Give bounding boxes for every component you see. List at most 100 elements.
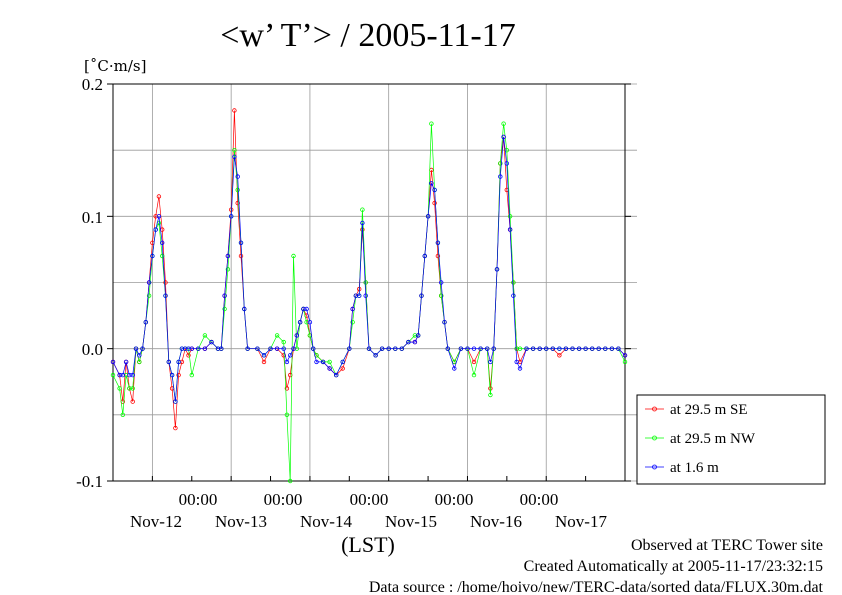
data-point: [616, 346, 621, 351]
data-point: [458, 346, 464, 351]
data-point: [301, 306, 306, 312]
data-point: [507, 214, 513, 219]
data-point: [491, 346, 496, 351]
x-time-tick-label: 00:00: [520, 490, 559, 509]
data-point: [245, 346, 250, 351]
data-point: [232, 108, 237, 113]
data-point: [140, 346, 145, 351]
data-point: [360, 220, 365, 226]
data-point: [471, 372, 477, 378]
data-point: [120, 372, 125, 378]
data-point: [173, 425, 178, 431]
data-point: [590, 346, 595, 351]
data-point: [435, 240, 441, 245]
data-point: [524, 346, 529, 351]
data-point: [291, 253, 296, 259]
data-point: [314, 359, 319, 365]
data-point: [544, 346, 549, 351]
data-point: [232, 154, 237, 159]
footer-created: Created Automatically at 2005-11-17/23:3…: [524, 558, 823, 575]
data-point: [501, 134, 506, 140]
data-point: [176, 359, 181, 365]
data-point: [435, 253, 441, 259]
x-date-tick-label: Nov-12: [130, 512, 182, 531]
data-point: [186, 353, 191, 358]
data-point: [153, 227, 158, 232]
data-point: [281, 339, 286, 345]
data-point: [235, 187, 240, 193]
data-point: [232, 147, 237, 153]
data-point: [350, 306, 355, 312]
data-point: [189, 346, 194, 351]
data-point: [159, 253, 165, 259]
data-point: [596, 346, 601, 351]
data-point: [416, 333, 421, 338]
data-point: [320, 359, 326, 365]
data-point: [196, 346, 201, 351]
data-point: [304, 306, 309, 312]
data-point: [156, 214, 162, 219]
data-point: [146, 293, 152, 298]
data-point: [363, 280, 368, 285]
data-point: [366, 346, 372, 351]
data-point: [327, 359, 332, 365]
data-point: [137, 359, 142, 365]
data-point: [222, 306, 227, 312]
data-point: [284, 386, 290, 391]
data-point: [268, 346, 273, 351]
data-point: [439, 293, 444, 298]
data-point: [288, 353, 293, 358]
data-point: [176, 372, 181, 378]
y-tick-label: 0.1: [82, 208, 103, 227]
data-point: [583, 346, 588, 351]
data-point: [412, 339, 418, 345]
data-point: [485, 346, 490, 351]
legend-entry-label: at 1.6 m: [670, 460, 719, 476]
y-tick-label: 0.0: [82, 340, 103, 359]
data-point: [429, 121, 434, 126]
x-date-tick-label: Nov-13: [215, 512, 267, 531]
data-point: [156, 194, 162, 199]
data-point: [350, 320, 355, 325]
data-point: [511, 280, 516, 285]
data-point: [130, 399, 135, 404]
y-tick-label: -0.1: [76, 472, 103, 491]
series-3: [110, 134, 628, 404]
legend-swatch-marker: [652, 464, 657, 470]
data-point: [222, 293, 227, 298]
data-point: [284, 359, 290, 365]
data-point: [255, 346, 260, 351]
data-point: [557, 353, 562, 358]
data-point: [163, 293, 168, 298]
data-point: [494, 267, 500, 272]
data-point: [169, 372, 175, 378]
data-point: [288, 478, 293, 484]
data-point: [406, 339, 411, 345]
data-point: [130, 372, 135, 378]
data-point: [294, 333, 299, 338]
legend-swatch-marker: [652, 406, 657, 412]
legend-entry-label: at 29.5 m NW: [670, 431, 756, 447]
data-point: [146, 280, 152, 285]
data-point: [501, 121, 506, 126]
data-point: [166, 359, 171, 365]
series-line: [112, 110, 626, 429]
x-axis-label: (LST): [341, 532, 395, 557]
data-point: [550, 346, 555, 351]
data-point: [419, 293, 424, 298]
data-point: [439, 280, 444, 285]
data-point: [379, 346, 385, 351]
data-point: [225, 267, 231, 272]
data-point: [133, 346, 139, 351]
data-point: [357, 293, 362, 298]
data-point: [425, 214, 431, 219]
data-point: [110, 359, 116, 365]
series-layer: [110, 108, 628, 484]
y-unit-label: [˚C·m/s]: [84, 57, 146, 75]
data-point: [143, 320, 148, 325]
data-point: [622, 359, 628, 365]
data-point: [517, 346, 523, 351]
data-point: [471, 359, 477, 365]
x-time-tick-label: 00:00: [435, 490, 474, 509]
data-point: [537, 346, 542, 351]
